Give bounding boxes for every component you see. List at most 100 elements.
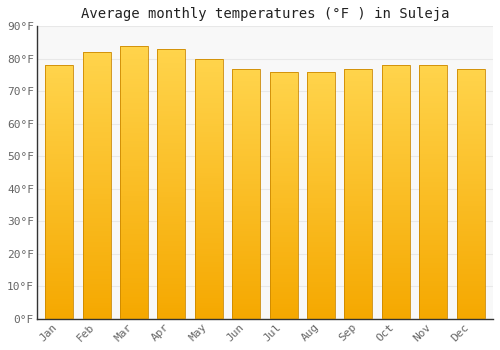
Bar [382,144,410,146]
Bar [270,190,297,193]
Bar [270,92,297,94]
Bar [232,131,260,134]
Bar [120,92,148,95]
Bar [270,284,297,287]
Bar [232,189,260,191]
Bar [158,281,186,284]
Bar [307,307,335,309]
Bar [456,101,484,104]
Bar [120,215,148,218]
Bar [270,104,297,106]
Bar [232,93,260,96]
Bar [307,144,335,146]
Bar [120,78,148,81]
Bar [344,309,372,312]
Bar [307,119,335,121]
Bar [419,316,447,319]
Bar [344,131,372,134]
Bar [382,98,410,101]
Bar [419,243,447,245]
Bar [456,108,484,111]
Bar [270,136,297,139]
Bar [232,161,260,164]
Bar [419,220,447,223]
Bar [307,129,335,131]
Bar [307,72,335,74]
Bar [456,176,484,179]
Bar [382,126,410,129]
Bar [419,192,447,195]
Bar [195,93,223,95]
Bar [232,211,260,214]
Bar [419,93,447,96]
Bar [307,158,335,161]
Bar [456,116,484,119]
Bar [82,175,110,177]
Bar [195,69,223,72]
Bar [456,106,484,108]
Bar [419,146,447,149]
Bar [344,176,372,179]
Bar [307,77,335,79]
Bar [120,256,148,259]
Bar [344,296,372,299]
Bar [158,49,186,52]
Bar [45,106,73,108]
Bar [456,174,484,176]
Bar [419,263,447,266]
Bar [158,259,186,262]
Bar [419,159,447,162]
Bar [456,294,484,296]
Bar [419,121,447,124]
Bar [232,146,260,149]
Bar [456,149,484,151]
Bar [419,215,447,217]
Bar [382,149,410,152]
Bar [270,116,297,119]
Bar [456,284,484,286]
Bar [82,95,110,98]
Bar [158,238,186,241]
Bar [382,288,410,291]
Bar [307,121,335,124]
Bar [307,284,335,287]
Bar [232,184,260,186]
Bar [270,72,297,319]
Bar [45,162,73,164]
Bar [307,232,335,235]
Bar [382,70,410,73]
Bar [456,249,484,251]
Bar [195,267,223,270]
Bar [232,104,260,106]
Bar [419,273,447,276]
Bar [307,262,335,265]
Bar [120,141,148,144]
Bar [382,314,410,316]
Bar [382,172,410,174]
Bar [82,212,110,215]
Bar [270,292,297,294]
Bar [419,162,447,164]
Bar [456,266,484,269]
Bar [195,248,223,251]
Bar [232,259,260,261]
Bar [382,271,410,273]
Bar [120,106,148,108]
Bar [344,186,372,189]
Bar [45,182,73,184]
Bar [158,268,186,270]
Bar [195,223,223,225]
Bar [195,230,223,233]
Bar [270,242,297,245]
Bar [45,164,73,167]
Bar [195,108,223,111]
Bar [195,293,223,295]
Bar [120,180,148,182]
Bar [307,312,335,314]
Bar [82,180,110,183]
Bar [232,304,260,306]
Bar [195,246,223,248]
Bar [344,71,372,74]
Bar [419,296,447,299]
Bar [45,108,73,111]
